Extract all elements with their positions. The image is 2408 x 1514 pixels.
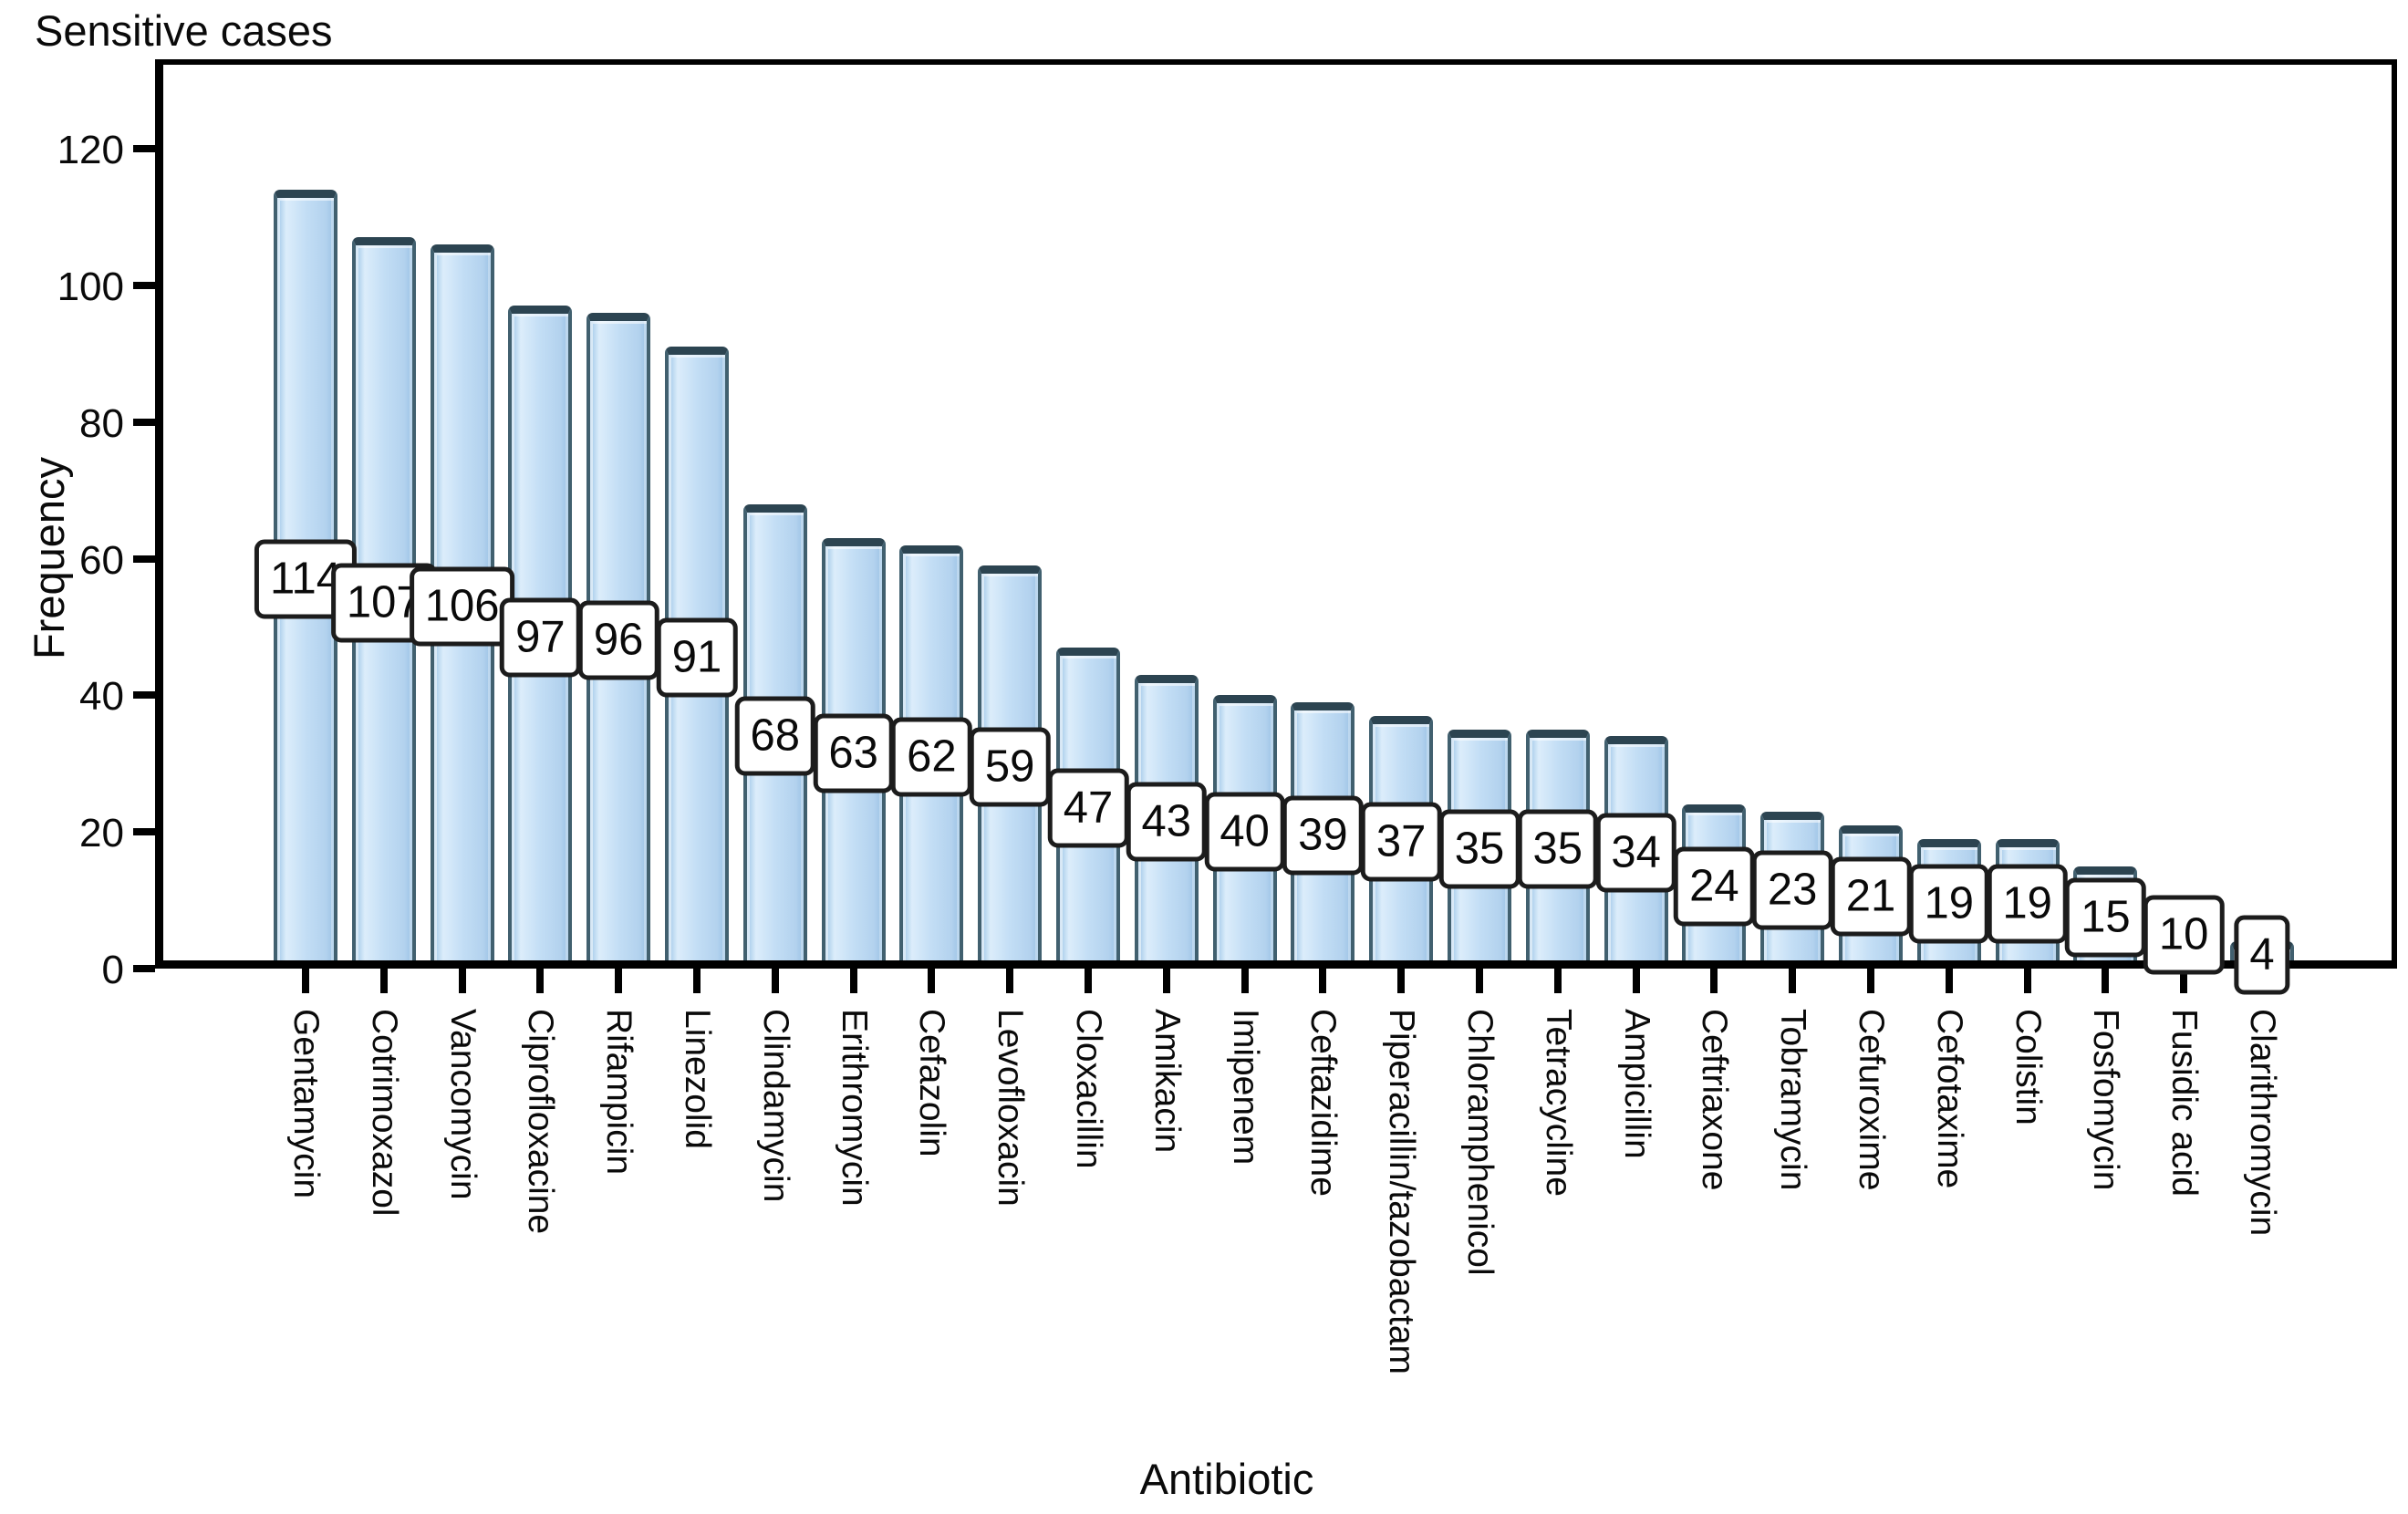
- x-tick: [693, 969, 701, 993]
- x-tick: [849, 969, 857, 993]
- x-category-label: Cloxacillin: [1069, 1009, 1108, 1169]
- bar-value-label: 63: [813, 713, 894, 793]
- x-tick: [1789, 969, 1797, 993]
- bar-value-label: 23: [1751, 850, 1833, 930]
- bar-value-label: 97: [500, 597, 581, 678]
- bar-value-label: 35: [1438, 809, 1521, 889]
- x-category-label: Ciprofloxacine: [521, 1009, 561, 1235]
- x-tick: [771, 969, 779, 993]
- bar-value-label: 47: [1047, 768, 1129, 848]
- x-tick: [1397, 969, 1406, 993]
- x-category-label: Vancomycin: [442, 1009, 483, 1200]
- x-category-label: Ceftriaxone: [1695, 1009, 1735, 1191]
- x-tick: [302, 969, 309, 993]
- bar-value-label: 4: [2234, 915, 2290, 995]
- x-tick: [1006, 969, 1014, 993]
- x-category-label: Ceftazidime: [1303, 1009, 1344, 1197]
- x-axis-label: Antibiotic: [1139, 1455, 1314, 1503]
- x-tick: [1553, 969, 1562, 993]
- x-tick: [1945, 969, 1953, 993]
- x-tick: [2180, 969, 2188, 993]
- x-category-label: Amikacin: [1147, 1009, 1187, 1154]
- bar-value-label: 19: [1987, 864, 2068, 944]
- bar-value-label: 24: [1674, 846, 1755, 927]
- x-tick: [1319, 969, 1327, 993]
- x-category-label: Ampicillin: [1616, 1009, 1656, 1159]
- x-tick: [1632, 969, 1640, 993]
- x-tick: [536, 969, 545, 993]
- x-category-label: Levofloxacin: [991, 1009, 1031, 1207]
- x-category-label: Clarithromycin: [2243, 1009, 2282, 1237]
- y-tick-label: 20: [79, 811, 124, 856]
- x-category-label: Linezolid: [678, 1009, 717, 1149]
- x-tick: [379, 969, 388, 993]
- x-category-label: Piperacillin/tazobactam: [1382, 1009, 1422, 1375]
- x-tick: [1162, 969, 1170, 993]
- y-tick: [133, 145, 155, 152]
- y-tick: [133, 828, 155, 836]
- bar-value-label: 91: [656, 617, 738, 698]
- x-tick: [928, 969, 936, 993]
- y-tick: [133, 965, 155, 972]
- bar-value-label: 106: [409, 566, 515, 647]
- x-tick: [1085, 969, 1092, 993]
- bar-value-label: 62: [891, 717, 972, 797]
- y-tick-label: 80: [79, 400, 124, 446]
- bar-value-label: 39: [1282, 795, 1364, 876]
- y-tick: [133, 281, 155, 289]
- x-category-label: Imipenem: [1225, 1009, 1265, 1166]
- x-category-label: Fusidic acid: [2164, 1009, 2205, 1197]
- x-tick: [1240, 969, 1249, 993]
- y-tick-label: 60: [79, 537, 124, 583]
- x-category-label: Clindamycin: [755, 1009, 795, 1203]
- chart-title: Sensitive cases: [35, 6, 333, 55]
- x-tick: [615, 969, 623, 993]
- x-category-label: Tobramycin: [1773, 1009, 1813, 1191]
- bar-value-label: 10: [2143, 895, 2225, 975]
- x-tick: [1710, 969, 1718, 993]
- bar-value-label: 96: [577, 600, 659, 680]
- y-tick-label: 120: [57, 128, 124, 172]
- bar-value-label: 37: [1360, 802, 1442, 882]
- x-category-label: Cefazolin: [912, 1009, 952, 1157]
- bar-value-label: 15: [2065, 877, 2146, 958]
- x-category-label: Rifampicin: [599, 1009, 639, 1176]
- x-category-label: Cefotaxime: [1929, 1009, 1969, 1189]
- y-tick-label: 100: [57, 264, 124, 309]
- bar-value-label: 21: [1830, 856, 1912, 937]
- x-category-label: Gentamycin: [286, 1009, 326, 1199]
- x-category-label: Chloramphenicol: [1460, 1009, 1500, 1276]
- x-tick: [1476, 969, 1483, 993]
- x-category-label: Erithromycin: [834, 1009, 874, 1207]
- x-category-label: Cotrimoxazol: [364, 1009, 404, 1217]
- x-tick: [2102, 969, 2110, 993]
- x-category-label: Cefuroxime: [1852, 1009, 1891, 1191]
- y-tick-label: 40: [79, 674, 124, 720]
- bar-value-label: 43: [1126, 782, 1208, 862]
- x-tick: [1867, 969, 1874, 993]
- bar-value-label: 59: [969, 727, 1051, 807]
- bar-value-label: 35: [1517, 809, 1599, 889]
- x-tick: [2023, 969, 2031, 993]
- x-tick: [458, 969, 466, 993]
- bar-value-label: 19: [1908, 864, 1990, 944]
- y-tick: [133, 691, 155, 700]
- y-tick: [133, 418, 155, 426]
- bar-value-label: 40: [1204, 792, 1285, 872]
- y-tick: [133, 555, 155, 563]
- bar-value-label: 34: [1595, 813, 1676, 893]
- x-category-label: Tetracycline: [1538, 1009, 1578, 1197]
- x-category-label: Fosfomycin: [2086, 1009, 2126, 1191]
- y-tick-label: 0: [101, 948, 124, 992]
- bar-value-label: 68: [734, 696, 816, 776]
- x-category-label: Colistin: [2008, 1009, 2048, 1125]
